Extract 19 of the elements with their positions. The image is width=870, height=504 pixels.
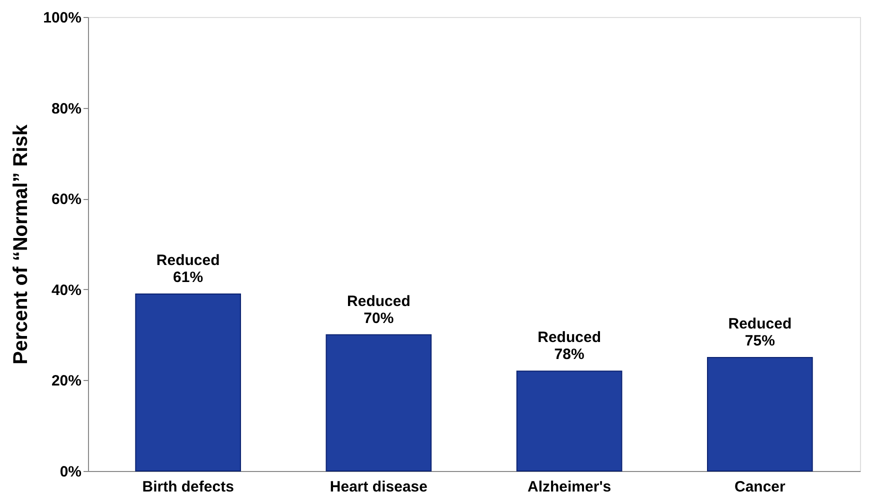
bar	[135, 293, 241, 472]
y-axis-title: Percent of “Normal” Risk	[10, 124, 32, 365]
x-tick-label: Heart disease	[330, 478, 428, 496]
bar	[707, 357, 813, 472]
y-tick-label: 0%	[60, 464, 82, 480]
x-tick-label: Alzheimer's	[528, 478, 612, 496]
y-tick-label: 20%	[51, 372, 82, 390]
data-label: Reduced 70%	[347, 292, 410, 327]
y-tick-label: 100%	[43, 10, 82, 26]
y-tick-label: 60%	[51, 191, 82, 208]
y-tick-label: 40%	[51, 282, 82, 299]
data-label: Reduced 75%	[728, 316, 792, 350]
bar	[516, 370, 622, 472]
bar	[326, 334, 432, 472]
y-tick-label: 80%	[51, 100, 82, 118]
data-label: Reduced 61%	[156, 252, 220, 286]
x-tick-label: Birth defects	[142, 478, 234, 496]
data-label: Reduced 78%	[538, 329, 601, 364]
x-tick-label: Cancer	[734, 478, 786, 496]
